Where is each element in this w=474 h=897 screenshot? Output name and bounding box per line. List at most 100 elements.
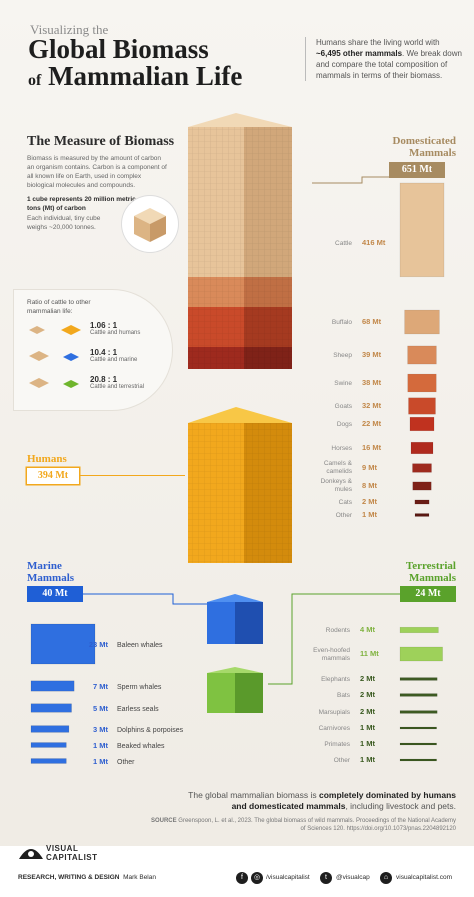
- facebook-icon[interactable]: f: [236, 872, 248, 884]
- ratio-row-terrestrial: [27, 374, 85, 397]
- source-label: SOURCE: [150, 818, 177, 824]
- marine-total-badge: 40 Mt: [27, 586, 83, 602]
- terrestrial-heading-line2: Mammals: [408, 572, 456, 584]
- footer: [0, 846, 474, 897]
- terrestrial-label-bats: Bats: [337, 692, 351, 699]
- conclusion-part1: The global mammalian biomass is: [188, 790, 320, 800]
- marine-value-dolphins-porpoises: 3 Mt: [93, 725, 109, 734]
- cube-illustration: [122, 196, 178, 252]
- marine-bar-dolphins-porpoises: [30, 725, 70, 733]
- marine-bar-sperm-whales: [30, 680, 75, 692]
- terrestrial-value-elephants: 2 Mt: [360, 674, 376, 683]
- marine-label-beaked-whales: Beaked whales: [117, 743, 165, 750]
- title-line-1: Global Biomass: [28, 34, 209, 64]
- domesticated-value-dogs: 22 Mt: [362, 419, 382, 428]
- marine-connector: [83, 593, 213, 605]
- terrestrial-label-even-hoofed-mammals-2: mammals: [322, 655, 351, 662]
- marine-label-dolphins-porpoises: Dolphins & porpoises: [117, 727, 184, 734]
- humans-heading: Humans: [27, 453, 67, 465]
- terrestrial-heading-line1: Terrestrial: [405, 560, 456, 572]
- terrestrial-label-carnivores: Carnivores: [319, 725, 351, 732]
- terrestrial-connector: [268, 593, 400, 685]
- terrestrial-label-even-hoofed-mammals: Even-hoofed: [313, 647, 350, 654]
- ratio-terrestrial-icon: [29, 378, 79, 388]
- ratio-label-humans: Cattle and humans: [90, 330, 141, 336]
- domesticated-value-donkeys-mules: 8 Mt: [362, 481, 378, 490]
- domesticated-label-camels-camelids: Camels &: [324, 460, 353, 467]
- terrestrial-label-rodents: Rodents: [326, 627, 351, 634]
- ratio-marine-icon: [29, 351, 79, 361]
- terrestrial-value-bats: 2 Mt: [360, 690, 376, 699]
- ratio-value-terrestrial: 20.8 : 1: [90, 375, 118, 384]
- ratio-panel: [14, 290, 172, 410]
- domesticated-bar-other: [414, 513, 430, 517]
- terrestrial-bar-other: [399, 758, 437, 762]
- marine-heading-line1: Marine: [27, 560, 62, 572]
- domesticated-value-cattle: 416 Mt: [362, 238, 386, 247]
- marine-heading: Marine Mammals: [27, 560, 74, 584]
- domesticated-value-sheep: 39 Mt: [362, 350, 382, 359]
- conclusion-text: The global mammalian biomass is complete…: [188, 790, 456, 812]
- domesticated-total-badge: 651 Mt: [389, 162, 445, 178]
- terrestrial-cube-illustration: [207, 667, 263, 713]
- domesticated-heading-line2: Mammals: [408, 147, 456, 159]
- domesticated-bar-camels-camelids: [412, 463, 432, 473]
- marine-value-other: 1 Mt: [93, 757, 109, 766]
- domesticated-label-buffalo: Buffalo: [332, 319, 353, 326]
- marine-value-earless-seals: 5 Mt: [93, 704, 109, 713]
- source-text: SOURCE Greenspoon, L. et al., 2023. The …: [150, 817, 456, 833]
- domesticated-bar-buffalo: [404, 309, 440, 335]
- measure-body: Biomass is measured by the amount of car…: [27, 155, 167, 189]
- brand-logo: [18, 843, 44, 866]
- social-handle-1[interactable]: /visualcapitalist: [266, 874, 310, 881]
- domesticated-bar-donkeys-mules: [412, 481, 432, 491]
- domesticated-bar-cats: [414, 499, 430, 505]
- terrestrial-bar-bats: [399, 693, 438, 697]
- terrestrial-label-other: Other: [334, 757, 351, 764]
- source-citation: Greenspoon, L. et al., 2023. The global …: [176, 818, 456, 832]
- intro-bold: ~6,495 other mammals: [316, 49, 403, 58]
- marine-value-beaked-whales: 1 Mt: [93, 741, 109, 750]
- website-icon[interactable]: ⌂: [380, 872, 392, 884]
- terrestrial-bar-elephants: [399, 677, 438, 681]
- social-handle-2[interactable]: @visualcap: [336, 874, 370, 881]
- ratio-text-terrestrial: 20.8 : 1 Cattle and terrestrial: [90, 375, 144, 390]
- ratio-label-terrestrial: Cattle and terrestrial: [90, 384, 145, 390]
- cube-heading: 1 cube represents 20 million metric tons…: [27, 196, 136, 212]
- intro-part1: Humans share the living world with: [316, 38, 440, 47]
- domesticated-bar-swine: [407, 373, 437, 393]
- marine-bar-beaked-whales: [30, 742, 67, 748]
- terrestrial-value-rodents: 4 Mt: [360, 625, 376, 634]
- domesticated-value-cats: 2 Mt: [362, 497, 378, 506]
- marine-heading-line2: Mammals: [27, 572, 75, 584]
- brand-line1: VISUAL: [46, 844, 79, 853]
- domesticated-value-goats: 32 Mt: [362, 401, 382, 410]
- terrestrial-value-other: 1 Mt: [360, 755, 376, 764]
- marine-value-baleen-whales: 23 Mt: [89, 640, 109, 649]
- instagram-icon[interactable]: ◎: [251, 872, 263, 884]
- credits: RESEARCH, WRITING & DESIGN Mark Belan: [18, 874, 156, 881]
- domesticated-label-camels-camelids-2: camelids: [326, 468, 352, 475]
- title-line-2: Mammalian Life: [48, 61, 243, 91]
- terrestrial-label-elephants: Elephants: [321, 676, 351, 683]
- terrestrial-bar-rodents: [399, 626, 439, 634]
- domesticated-label-cattle: Cattle: [335, 240, 352, 247]
- domesticated-bar-cattle: [399, 182, 445, 278]
- marine-bar-other: [30, 758, 67, 764]
- credit-name: Mark Belan: [123, 874, 156, 881]
- domesticated-label-swine: Swine: [334, 380, 352, 387]
- ratio-row-humans: [27, 322, 85, 341]
- domesticated-label-cats: Cats: [339, 499, 353, 506]
- twitter-icon[interactable]: t: [320, 872, 332, 884]
- domesticated-label-sheep: Sheep: [333, 352, 352, 359]
- domesticated-label-donkeys-mules-2: mules: [335, 486, 353, 493]
- website-link[interactable]: visualcapitalist.com: [396, 874, 452, 881]
- terrestrial-heading: Terrestrial Mammals: [380, 560, 456, 584]
- brand-line2: CAPITALIST: [46, 853, 98, 862]
- ratio-row-marine: [27, 348, 85, 369]
- marine-bar-earless-seals: [30, 703, 72, 713]
- terrestrial-value-primates: 1 Mt: [360, 739, 376, 748]
- terrestrial-bar-even-hoofed-mammals: [399, 646, 443, 662]
